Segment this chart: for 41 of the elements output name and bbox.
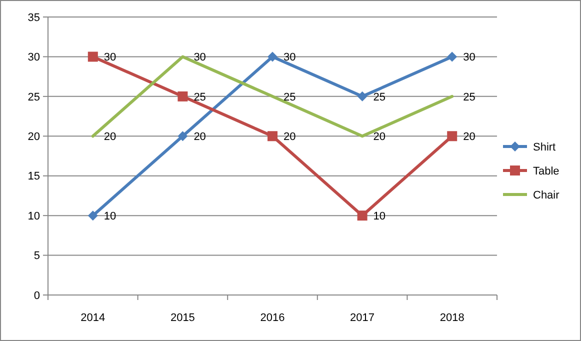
y-tick-label: 20 xyxy=(28,130,40,143)
data-label: 20 xyxy=(463,130,476,143)
y-tick-label: 0 xyxy=(34,290,40,302)
data-label: 30 xyxy=(194,52,206,64)
point xyxy=(357,91,368,102)
x-tick-label: 2014 xyxy=(80,312,106,324)
data-label: 10 xyxy=(373,210,386,222)
point xyxy=(88,210,98,221)
point xyxy=(178,91,188,102)
y-tick-label: 5 xyxy=(34,250,40,262)
point xyxy=(447,52,458,62)
point xyxy=(88,52,98,62)
y-tick-label: 35 xyxy=(28,12,40,24)
x-tick-label: 2015 xyxy=(170,312,195,324)
data-label: 30 xyxy=(284,52,296,64)
x-tick-label: 2017 xyxy=(350,312,375,324)
y-tick-label: 25 xyxy=(28,91,40,104)
x-tick-label: 2018 xyxy=(440,312,464,324)
point xyxy=(447,131,458,142)
legend-label: Chair xyxy=(533,189,560,202)
y-tick-label: 15 xyxy=(28,170,40,183)
x-tick-label: 2016 xyxy=(260,312,285,324)
data-label: 30 xyxy=(463,52,476,64)
data-label: 20 xyxy=(373,130,386,143)
data-label: 25 xyxy=(194,91,206,104)
data-label: 10 xyxy=(104,210,116,222)
data-label: 20 xyxy=(284,130,296,143)
data-label: 20 xyxy=(104,130,116,143)
point xyxy=(268,131,278,142)
point xyxy=(178,131,188,142)
data-label: 30 xyxy=(104,52,116,64)
y-tick-label: 10 xyxy=(28,210,40,222)
data-label: 25 xyxy=(373,91,386,104)
legend-label: Table xyxy=(533,165,560,178)
point xyxy=(268,52,278,62)
legend-label: Shirt xyxy=(533,141,556,154)
data-label: 20 xyxy=(194,130,206,143)
point xyxy=(357,210,368,221)
y-tick-label: 30 xyxy=(28,52,40,64)
data-label: 25 xyxy=(284,91,296,104)
data-label: 25 xyxy=(463,91,476,104)
